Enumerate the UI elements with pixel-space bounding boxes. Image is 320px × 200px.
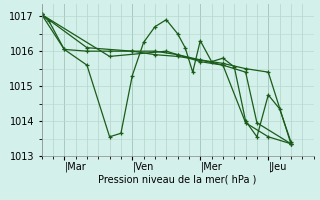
X-axis label: Pression niveau de la mer( hPa ): Pression niveau de la mer( hPa ) bbox=[99, 175, 257, 185]
